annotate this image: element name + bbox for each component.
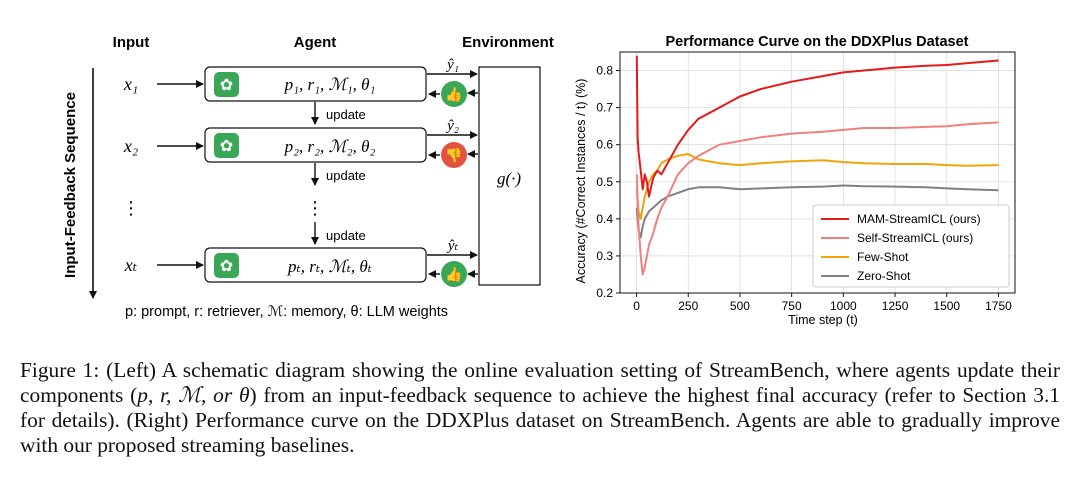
x-tick-label: 750 — [782, 299, 802, 313]
diagram-legend: p: prompt, r: retriever, ℳ: memory, θ: L… — [125, 304, 448, 320]
update-label-2: update — [326, 168, 366, 183]
agent-icon — [214, 133, 239, 158]
input-x2: x₂ — [123, 136, 138, 156]
input-xt: xₜ — [124, 255, 138, 275]
agent-box-1 — [204, 66, 427, 102]
sequence-label: Input-Feedback Sequence — [62, 92, 79, 278]
agent-icon-glyph: ✿ — [220, 258, 233, 275]
y-tick-label: 0.8 — [596, 64, 613, 78]
series-line-mam-streamicl-ours — [635, 55, 999, 198]
thumbs-up-glyph: 👍 — [445, 86, 462, 103]
caption-part2: ) from an input-feedback sequence to ach… — [20, 383, 1060, 457]
thumbs-down-glyph: 👎 — [445, 147, 462, 164]
agent-box-2 — [204, 127, 427, 163]
legend-label: MAM-StreamICL (ours) — [857, 212, 981, 226]
agent-icon-glyph: ✿ — [220, 77, 233, 94]
chart-legend: MAM-StreamICL (ours) Self-StreamICL (ours… — [812, 204, 1010, 288]
header-environment: Environment — [462, 34, 554, 51]
thumbs-up-glyph: 👍 — [445, 266, 462, 283]
series-line-few-shot — [635, 153, 999, 220]
x-tick-label: 1500 — [933, 299, 960, 313]
agent-icon — [214, 253, 239, 278]
chart-ylabel: Accuracy (#Correct Instances / t) (%) — [574, 79, 588, 284]
agent-box-t — [204, 247, 427, 283]
header-input: Input — [113, 34, 150, 51]
schematic-diagram: Input Agent Environment Input-Feedback S… — [62, 34, 554, 320]
x-tick-label: 250 — [678, 299, 698, 313]
caption-math: p, r, ℳ, or θ — [137, 383, 250, 407]
header-agent: Agent — [294, 34, 337, 51]
ellipsis-agent: ⋮ — [306, 198, 324, 218]
y-tick-label: 0.2 — [596, 286, 613, 300]
x-tick-label: 1750 — [985, 299, 1012, 313]
figure-caption: Figure 1: (Left) A schematic diagram sho… — [20, 358, 1060, 458]
update-label-3: update — [326, 228, 366, 243]
legend-box — [812, 204, 1010, 288]
x-tick-label: 500 — [730, 299, 750, 313]
agent-params-2: p₂, r₂, ℳ₂, θ₂ — [284, 137, 376, 156]
env-function: g(·) — [497, 169, 521, 188]
x-tick-label: 0 — [633, 299, 640, 313]
chart-frame — [619, 51, 1016, 294]
y-tick-label: 0.5 — [596, 175, 613, 189]
update-label-1: update — [326, 107, 366, 122]
ellipsis-input: ⋮ — [122, 198, 140, 218]
thumbs-down-icon — [441, 142, 467, 168]
performance-chart: Performance Curve on the DDXPlus Dataset… — [574, 34, 1016, 327]
y-tick-label: 0.7 — [596, 101, 613, 115]
y-tick-label: 0.3 — [596, 249, 613, 263]
y-tick-label: 0.6 — [596, 138, 613, 152]
feedback-label-1: ŷ₁ — [445, 57, 459, 73]
chart-ticks: 0 250 500 750 1000 1250 1500 1750 0.2 0.3 0.4 0.5 0.… — [596, 64, 1012, 313]
feedback-label-t: ŷₜ — [446, 238, 459, 254]
x-tick-label: 1000 — [830, 299, 857, 313]
series-line-zero-shot — [635, 184, 999, 239]
chart-lines — [635, 55, 999, 276]
legend-label: Few-Shot — [857, 250, 909, 264]
agent-icon — [214, 72, 239, 97]
caption-part1: Figure 1: (Left) A schematic diagram sho… — [20, 358, 1060, 407]
legend-label: Zero-Shot — [857, 269, 911, 283]
chart-title: Performance Curve on the DDXPlus Dataset — [666, 34, 969, 50]
x-tick-label: 1250 — [882, 299, 909, 313]
agent-icon-glyph: ✿ — [220, 138, 233, 155]
chart-xlabel: Time step (t) — [788, 313, 858, 327]
thumbs-up-icon — [441, 81, 467, 107]
series-line-self-streamicl-ours — [635, 121, 999, 276]
environment-box — [478, 66, 541, 286]
input-x1: x₁ — [123, 74, 138, 94]
agent-params-t: pₜ, rₜ, ℳₜ, θₜ — [287, 257, 373, 276]
legend-label: Self-StreamICL (ours) — [857, 231, 973, 245]
feedback-label-2: ŷ₂ — [445, 118, 459, 134]
y-tick-label: 0.4 — [596, 212, 613, 226]
agent-params-1: p₁, r₁, ℳ₁, θ₁ — [284, 75, 376, 94]
thumbs-up-icon — [441, 261, 467, 287]
